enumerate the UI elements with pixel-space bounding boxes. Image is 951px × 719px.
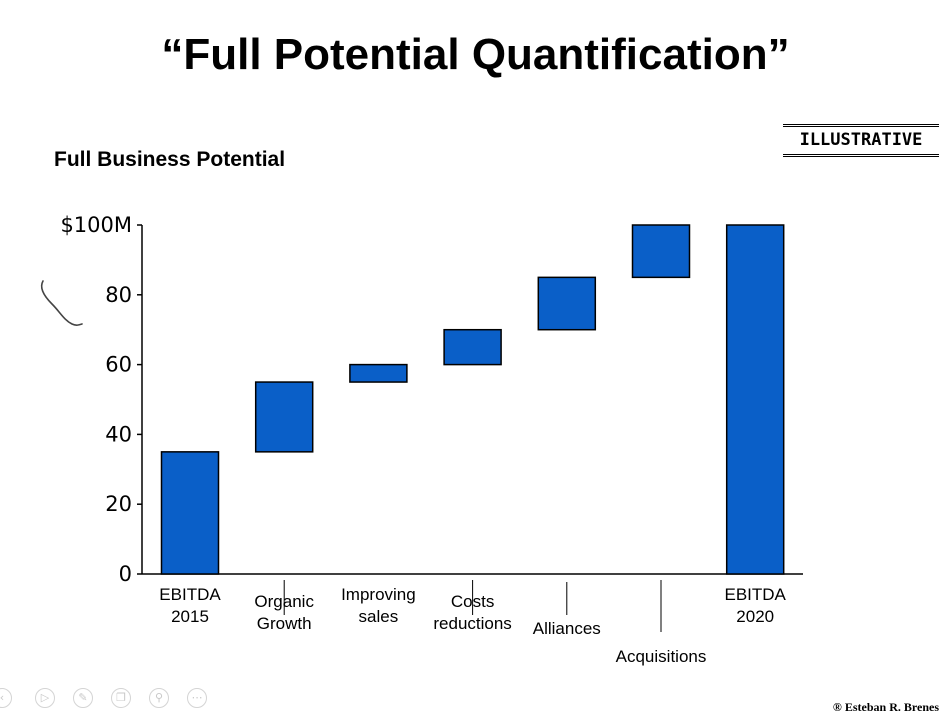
presentation-toolbar: ‹ ▷ ✎ ❐ ⚲ ⋯ <box>0 686 220 714</box>
y-tick-label: 80 <box>105 283 132 307</box>
waterfall-bar <box>254 381 314 453</box>
x-category-label-line: 2020 <box>736 607 774 626</box>
y-tick-label: $100M <box>60 213 132 237</box>
y-tick-label: 20 <box>105 492 132 516</box>
x-category-label-line: Acquisitions <box>616 647 707 666</box>
slide-title: “Full Potential Quantification” <box>161 30 790 79</box>
x-category-label: EBITDA 2020 <box>724 585 786 626</box>
waterfall-bar <box>443 328 502 366</box>
x-category-label: Acquisitions <box>616 647 707 666</box>
chart-title: Full Business Potential <box>54 148 286 171</box>
y-tick-label: 60 <box>105 353 132 377</box>
waterfall-bar <box>725 224 785 575</box>
waterfall-bar <box>349 363 408 383</box>
x-category-label-line: EBITDA <box>159 585 221 604</box>
x-category-label: Alliances <box>533 619 601 638</box>
x-category-label-line: Alliances <box>533 619 601 638</box>
y-tick-label: 0 <box>119 562 132 586</box>
x-category-label-line: Growth <box>257 614 312 633</box>
x-category-label-line: 2015 <box>171 607 209 626</box>
pen-annotation <box>40 280 83 326</box>
pen-icon[interactable]: ✎ <box>73 688 93 708</box>
x-category-label-line: Improving <box>341 585 416 604</box>
copy-icon[interactable]: ❐ <box>111 688 131 708</box>
waterfall-bar <box>160 451 220 575</box>
zoom-icon[interactable]: ⚲ <box>149 688 169 708</box>
back-arrow-icon[interactable]: ‹ <box>0 688 12 708</box>
waterfall-bar <box>537 276 597 331</box>
x-category-label-line: sales <box>359 607 399 626</box>
x-category-label: EBITDA 2015 <box>159 585 221 626</box>
play-icon[interactable]: ▷ <box>35 688 55 708</box>
more-icon[interactable]: ⋯ <box>187 688 207 708</box>
x-category-label-line: reductions <box>433 614 511 633</box>
x-category-label: Improving sales <box>341 585 416 626</box>
illustrative-label: ILLUSTRATIVE <box>783 124 939 157</box>
author-credit: ® Esteban R. Brenes <box>832 700 939 714</box>
x-category-label-line: EBITDA <box>724 585 786 604</box>
waterfall-bar <box>631 224 691 279</box>
y-tick-label: 40 <box>105 422 132 446</box>
